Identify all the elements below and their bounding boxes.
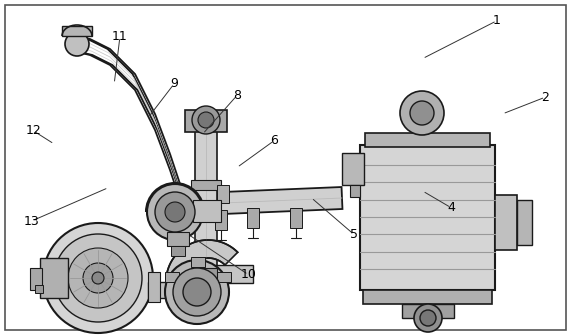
Circle shape — [83, 263, 113, 293]
Circle shape — [198, 112, 214, 128]
Bar — [342, 153, 364, 185]
Bar — [148, 282, 198, 298]
Text: 8: 8 — [233, 89, 241, 102]
Text: 10: 10 — [240, 268, 256, 281]
Text: 9: 9 — [170, 77, 178, 90]
Bar — [35, 285, 43, 293]
Bar — [208, 265, 253, 283]
Bar — [185, 110, 227, 132]
Text: 13: 13 — [23, 215, 39, 227]
Bar — [215, 210, 227, 230]
Circle shape — [54, 234, 142, 322]
Bar — [517, 200, 532, 245]
Bar — [30, 268, 42, 290]
Bar — [350, 185, 360, 197]
Bar — [195, 268, 217, 278]
Circle shape — [420, 310, 436, 326]
Circle shape — [414, 304, 442, 332]
Text: 11: 11 — [112, 30, 128, 43]
Bar — [148, 272, 160, 302]
Bar — [195, 130, 217, 275]
Text: 6: 6 — [270, 134, 278, 147]
Bar — [195, 275, 217, 305]
Circle shape — [183, 278, 211, 306]
Bar — [191, 180, 221, 190]
Polygon shape — [166, 240, 238, 282]
Circle shape — [68, 248, 128, 308]
Bar — [363, 290, 492, 304]
Bar — [365, 133, 490, 147]
Bar — [402, 304, 454, 318]
Circle shape — [147, 184, 203, 240]
Bar — [217, 272, 231, 282]
Circle shape — [192, 106, 220, 134]
Text: 4: 4 — [447, 201, 455, 214]
Bar — [191, 257, 205, 267]
Text: 5: 5 — [350, 228, 358, 241]
Circle shape — [155, 192, 195, 232]
Circle shape — [165, 260, 229, 324]
Circle shape — [400, 91, 444, 135]
Bar — [62, 26, 92, 36]
Text: 2: 2 — [541, 91, 549, 104]
Bar — [495, 195, 517, 250]
Bar — [290, 208, 302, 228]
Text: 12: 12 — [25, 124, 41, 137]
Text: 1: 1 — [493, 14, 501, 27]
Circle shape — [410, 101, 434, 125]
Bar — [171, 246, 185, 256]
Circle shape — [43, 223, 153, 333]
Circle shape — [173, 268, 221, 316]
Circle shape — [65, 32, 89, 56]
Bar — [247, 208, 259, 228]
Bar — [40, 258, 68, 298]
Bar — [167, 232, 189, 246]
Bar — [360, 145, 495, 290]
Bar — [165, 272, 179, 282]
Bar — [217, 185, 229, 203]
Polygon shape — [175, 187, 343, 216]
Circle shape — [165, 202, 185, 222]
Bar — [193, 200, 221, 222]
Circle shape — [92, 272, 104, 284]
